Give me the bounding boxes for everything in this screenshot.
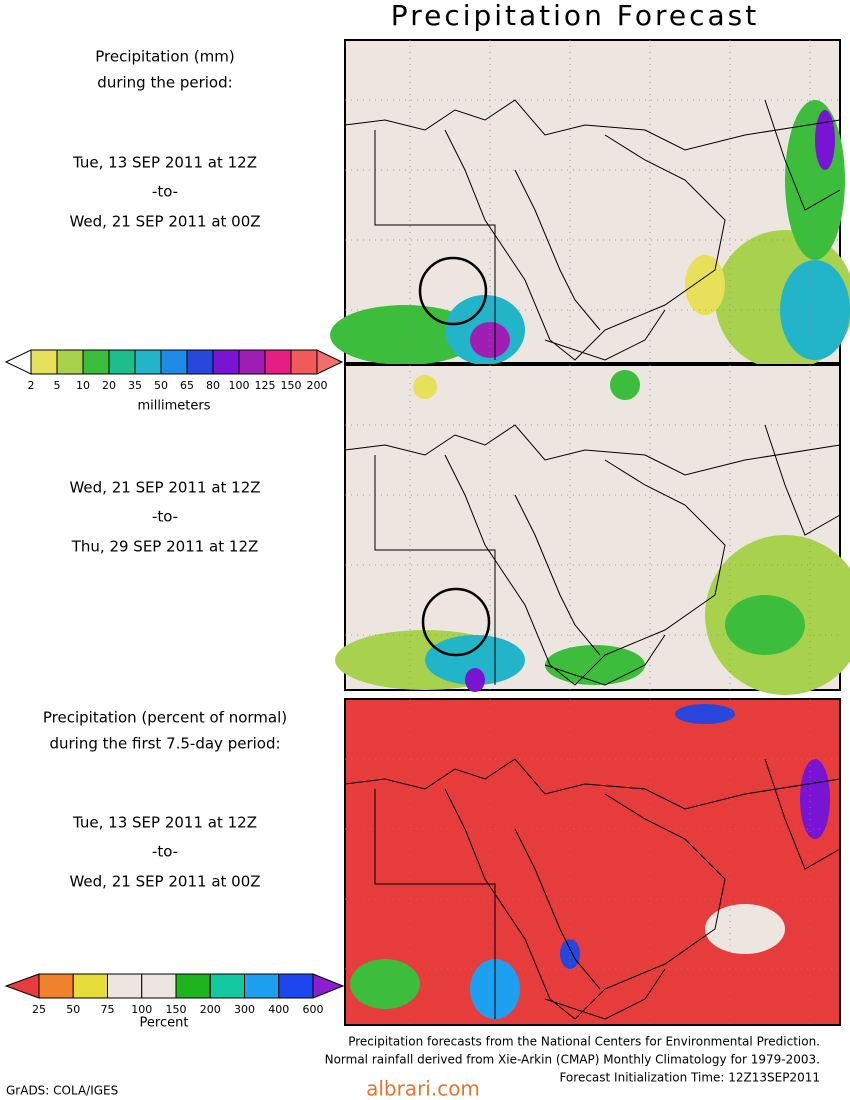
colorbar-box	[209, 973, 245, 999]
colorbar-box	[141, 973, 177, 999]
period-start: Wed, 21 SEP 2011 at 12Z	[69, 479, 260, 497]
colorbar-box	[212, 349, 240, 375]
period-sep: -to-	[152, 508, 178, 526]
colorbar-box	[30, 349, 58, 375]
panel-heading: Precipitation (percent of normal)	[43, 709, 287, 727]
watermark: albrari.com	[366, 1077, 480, 1100]
colorbar-box	[278, 973, 314, 999]
period-end: Thu, 29 SEP 2011 at 12Z	[71, 538, 259, 556]
colorbar-box	[186, 349, 214, 375]
colorbar-label: 400	[268, 1003, 289, 1016]
colorbar-box	[238, 349, 266, 375]
colorbar-label: 300	[234, 1003, 255, 1016]
texts: Precipitation (mm) during the period: Tue,…	[4, 48, 820, 1100]
footer-line: Precipitation forecasts from the Nationa…	[348, 1035, 820, 1049]
colorbar-label: 200	[200, 1003, 221, 1016]
map-panel-3	[344, 698, 841, 1026]
footer-line: Normal rainfall derived from Xie-Arkin (…	[325, 1053, 820, 1067]
colorbar-box	[38, 973, 74, 999]
footer-line: Forecast Initialization Time: 12Z13SEP20…	[559, 1071, 820, 1085]
period-start: Tue, 13 SEP 2011 at 12Z	[72, 814, 257, 832]
colorbar-label: 65	[180, 379, 194, 392]
colorbar-label: 50	[66, 1003, 80, 1016]
colorbar-label: 80	[206, 379, 220, 392]
colorbar-label: 600	[303, 1003, 324, 1016]
period-end: Wed, 21 SEP 2011 at 00Z	[69, 213, 260, 231]
colorbar-box	[264, 349, 292, 375]
colorbar-box	[160, 349, 188, 375]
colorbar-box	[72, 973, 108, 999]
map-panel-2	[335, 364, 850, 695]
colorbar-box	[108, 349, 136, 375]
colorbar-box	[56, 349, 84, 375]
colorbar-label: 125	[255, 379, 276, 392]
map-panel-1	[330, 39, 850, 370]
colorbar-end	[4, 349, 32, 375]
title: Precipitation Forecast	[391, 0, 759, 32]
panel-heading: during the first 7.5-day period:	[49, 735, 280, 753]
colorbar-label: 35	[128, 379, 142, 392]
colorbar-box	[290, 349, 318, 375]
colorbar-end	[316, 349, 344, 375]
period-sep: -to-	[152, 843, 178, 861]
colorbar-label: 2	[28, 379, 35, 392]
colorbar-box	[134, 349, 162, 375]
colorbar-label: 150	[166, 1003, 187, 1016]
period-start: Tue, 13 SEP 2011 at 12Z	[72, 154, 257, 172]
colorbar-end	[312, 973, 345, 999]
colorbar-box	[175, 973, 211, 999]
period-sep: -to-	[152, 183, 178, 201]
period-end: Wed, 21 SEP 2011 at 00Z	[69, 873, 260, 891]
colorbar-label: 25	[32, 1003, 46, 1016]
colorbar-label: 100	[131, 1003, 152, 1016]
colorbar-box	[244, 973, 280, 999]
colorbar-label: 10	[76, 379, 90, 392]
colorbar-unit: millimeters	[138, 399, 211, 414]
colorbar-label: 100	[229, 379, 250, 392]
colorbar-end	[4, 973, 40, 999]
credit: GrADS: COLA/IGES	[6, 1084, 118, 1098]
colorbar-label: 5	[54, 379, 61, 392]
panel-heading: Precipitation (mm)	[95, 48, 234, 66]
colorbar-box	[107, 973, 143, 999]
colorbar-label: 20	[102, 379, 116, 392]
colorbar-box	[82, 349, 110, 375]
panel-heading: during the period:	[97, 74, 232, 92]
colorbar-unit: Percent	[140, 1016, 189, 1031]
colorbar-label: 200	[307, 379, 328, 392]
colorbar-label: 75	[101, 1003, 115, 1016]
colorbar-label: 50	[154, 379, 168, 392]
colorbar-label: 150	[281, 379, 302, 392]
